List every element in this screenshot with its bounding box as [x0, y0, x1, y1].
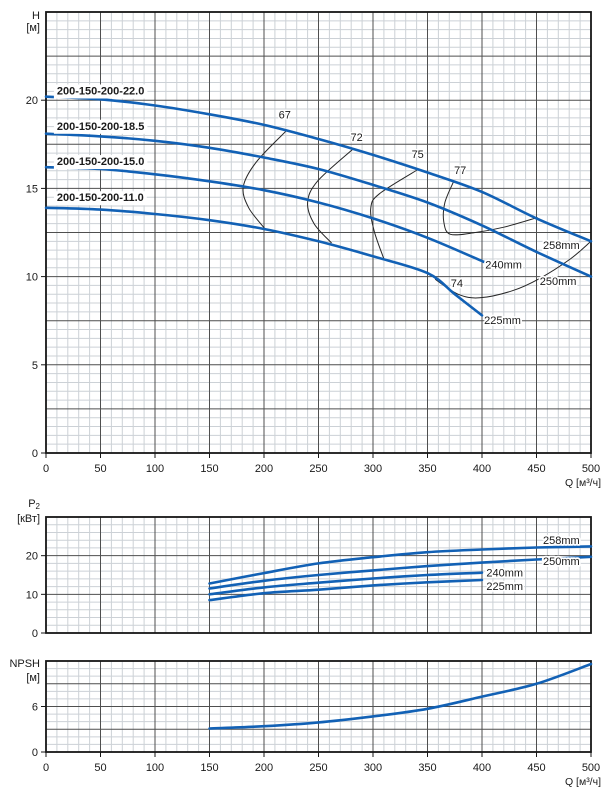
head-curve-240mm — [44, 165, 487, 264]
npsh-curve-NPSH — [208, 662, 593, 730]
y-tick-label: 6 — [32, 702, 38, 714]
npsh-chart: 0 6 0 50 100 150 200 250 300 350 400 450 500 Q [м³/ч]… — [9, 658, 601, 788]
npsh-axis-title: NPSH — [9, 658, 40, 670]
efficiency-label-74: 74 — [451, 278, 463, 290]
y-tick-label: 10 — [26, 589, 38, 601]
efficiency-label-67: 67 — [279, 109, 291, 121]
x-tick-label: 300 — [364, 762, 382, 774]
model-label: 200-150-200-11.0 — [57, 192, 144, 204]
efficiency-label-77: 77 — [454, 165, 466, 177]
model-label-bg — [53, 84, 148, 99]
x-tick-label: 250 — [309, 463, 327, 475]
head-curve-258mm — [44, 95, 593, 243]
head-chart: 67 72 75 77 74 200-150-200-22.0 200-150-200-18… — [26, 10, 601, 489]
grid-major — [46, 12, 591, 453]
power-axis-title: P2 — [28, 498, 40, 511]
plot-border — [45, 516, 592, 634]
diameter-label-258mm: 258mm — [543, 240, 580, 252]
y-tick-label: 5 — [32, 360, 38, 372]
diameter-label-240mm: 240mm — [486, 568, 523, 580]
efficiency-label-72: 72 — [351, 132, 363, 144]
x-tick-label: 50 — [94, 463, 106, 475]
y-tick-label: 0 — [32, 448, 38, 460]
x-tick-label: 400 — [473, 463, 491, 475]
y-tick-label: 0 — [32, 628, 38, 640]
efficiency-label-75: 75 — [412, 149, 424, 161]
x-tick-label: 250 — [309, 762, 327, 774]
x-axis-unit-label: Q [м³/ч] — [565, 776, 601, 788]
x-tick-label: 200 — [255, 762, 273, 774]
model-label: 200-150-200-15.0 — [57, 156, 144, 168]
diameter-label-225mm: 225mm — [484, 315, 521, 327]
x-tick-label: 400 — [473, 762, 491, 774]
power-curve-250mm — [208, 555, 593, 590]
x-tick-label: 100 — [146, 762, 164, 774]
x-tick-label: 500 — [582, 463, 600, 475]
y-tick-label: 20 — [26, 551, 38, 563]
model-label-bg — [53, 191, 147, 206]
y-tick-label: 20 — [26, 95, 38, 107]
head-curve-225mm — [44, 206, 484, 317]
model-label-bg — [53, 155, 148, 170]
x-tick-label: 200 — [255, 463, 273, 475]
x-tick-label: 350 — [418, 463, 436, 475]
y-tick-label: 0 — [32, 747, 38, 759]
model-label: 200-150-200-22.0 — [57, 85, 144, 97]
diameter-label-258mm: 258mm — [543, 535, 580, 547]
x-tick-label: 150 — [200, 762, 218, 774]
diameter-label-250mm: 250mm — [543, 556, 580, 568]
power-curve-258mm — [208, 545, 593, 585]
y-tick-label: 10 — [26, 272, 38, 284]
head-curve-250mm — [44, 132, 593, 278]
y-tick-label: 15 — [26, 183, 38, 195]
efficiency-contour-74 — [434, 240, 592, 299]
x-tick-label: 450 — [527, 762, 545, 774]
power-axis-unit: [кВт] — [17, 513, 40, 525]
grid-major — [46, 661, 591, 752]
efficiency-contour-75 — [370, 168, 420, 260]
x-tick-label: 100 — [146, 463, 164, 475]
model-label-bg — [53, 119, 148, 134]
npsh-axis-unit: [м] — [26, 672, 40, 684]
diameter-label-240mm: 240mm — [485, 259, 522, 271]
head-axis-title: H — [32, 10, 40, 22]
x-tick-label: 0 — [43, 762, 49, 774]
model-label: 200-150-200-18.5 — [57, 121, 144, 133]
x-tick-label: 0 — [43, 463, 49, 475]
x-tick-label: 350 — [418, 762, 436, 774]
x-tick-label: 300 — [364, 463, 382, 475]
power-curve-240mm — [208, 571, 484, 596]
x-tick-label: 500 — [582, 762, 600, 774]
efficiency-contour-72 — [307, 149, 353, 244]
diameter-label-250mm: 250mm — [540, 276, 577, 288]
diameter-label-225mm: 225mm — [486, 581, 523, 593]
x-tick-label: 150 — [200, 463, 218, 475]
x-tick-label: 50 — [94, 762, 106, 774]
x-axis-unit-label: Q [м³/ч] — [565, 477, 601, 489]
efficiency-contour-77 — [442, 181, 538, 236]
head-axis-unit: [м] — [26, 22, 40, 34]
x-tick-label: 450 — [527, 463, 545, 475]
power-curve-225mm — [208, 578, 484, 602]
